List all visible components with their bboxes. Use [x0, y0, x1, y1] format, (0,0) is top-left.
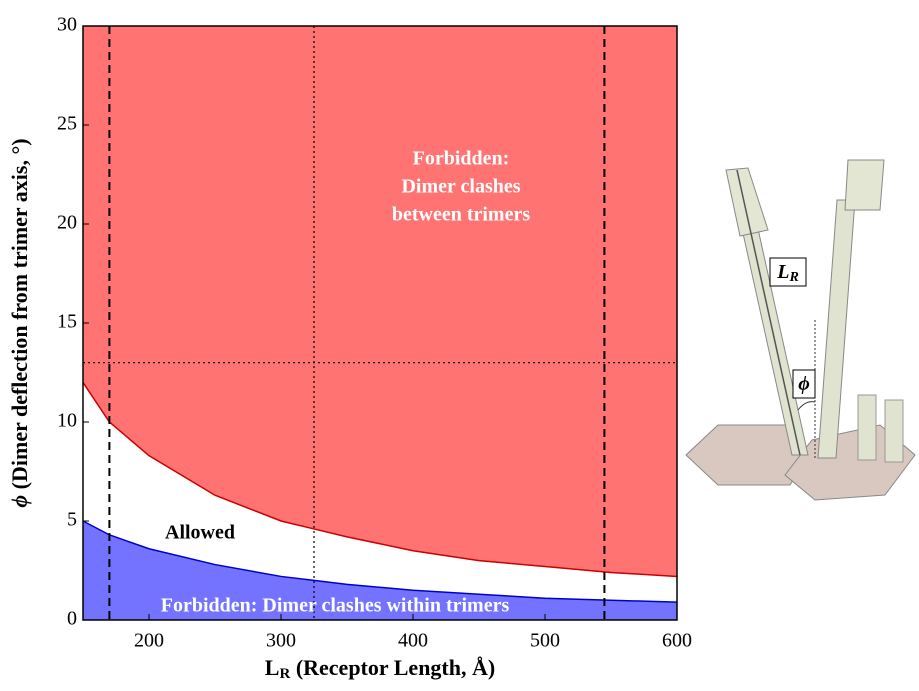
- curve: [82, 381, 678, 578]
- y-tick-label: 20: [57, 212, 77, 234]
- y-label-symbol: ϕ: [7, 495, 32, 508]
- angle-arc: [797, 401, 816, 411]
- label-box: [769, 257, 807, 287]
- illustration: LR ϕ: [685, 159, 916, 501]
- length-label-sub: R: [788, 270, 798, 285]
- y-axis-label: ϕ (Dimer deflection from trimer axis, °): [7, 138, 32, 507]
- y-tick-label: 0: [67, 608, 77, 630]
- rod: [817, 199, 856, 459]
- x-label-sub: R: [279, 666, 290, 682]
- length-label: LR: [776, 261, 799, 286]
- cap: [844, 159, 885, 211]
- x-tick-label: 300: [266, 630, 296, 652]
- annotation: Forbidden:: [413, 148, 510, 170]
- rod: [884, 399, 904, 463]
- annotation: between trimers: [392, 204, 530, 226]
- x-label-rest: (Receptor Length, Å): [290, 655, 495, 680]
- y-tick-label: 10: [57, 410, 77, 432]
- cap: [725, 167, 769, 237]
- region: [83, 26, 677, 577]
- x-tick-label: 500: [530, 630, 560, 652]
- annotation: Forbidden: Dimer clashes within trimers: [161, 595, 510, 617]
- x-tick-label: 600: [662, 630, 692, 652]
- rod: [857, 394, 877, 461]
- region: [83, 521, 677, 620]
- x-tick-label: 200: [134, 630, 164, 652]
- annotation: Dimer clashes: [401, 176, 520, 198]
- y-tick-label: 30: [57, 14, 77, 36]
- angle-label: ϕ: [798, 373, 810, 395]
- x-tick-label: 400: [398, 630, 428, 652]
- axis: [736, 169, 801, 456]
- plot: 200 300 400 500 600 0 5 10 15 20 25 30 Forbidden: Dim…: [7, 14, 692, 683]
- label-box: [792, 369, 816, 399]
- y-tick-label: 15: [57, 311, 77, 333]
- plate: [784, 424, 916, 501]
- y-label-rest: (Dimer deflection from trimer axis, °): [7, 138, 32, 494]
- y-tick-label: 5: [67, 509, 77, 531]
- curve: [82, 520, 678, 603]
- length-label-main: L: [776, 261, 789, 283]
- x-axis-label: LR (Receptor Length, Å): [265, 655, 495, 682]
- annotation: Allowed: [165, 522, 235, 544]
- x-label-main: L: [265, 655, 280, 680]
- y-tick-label: 25: [57, 113, 77, 135]
